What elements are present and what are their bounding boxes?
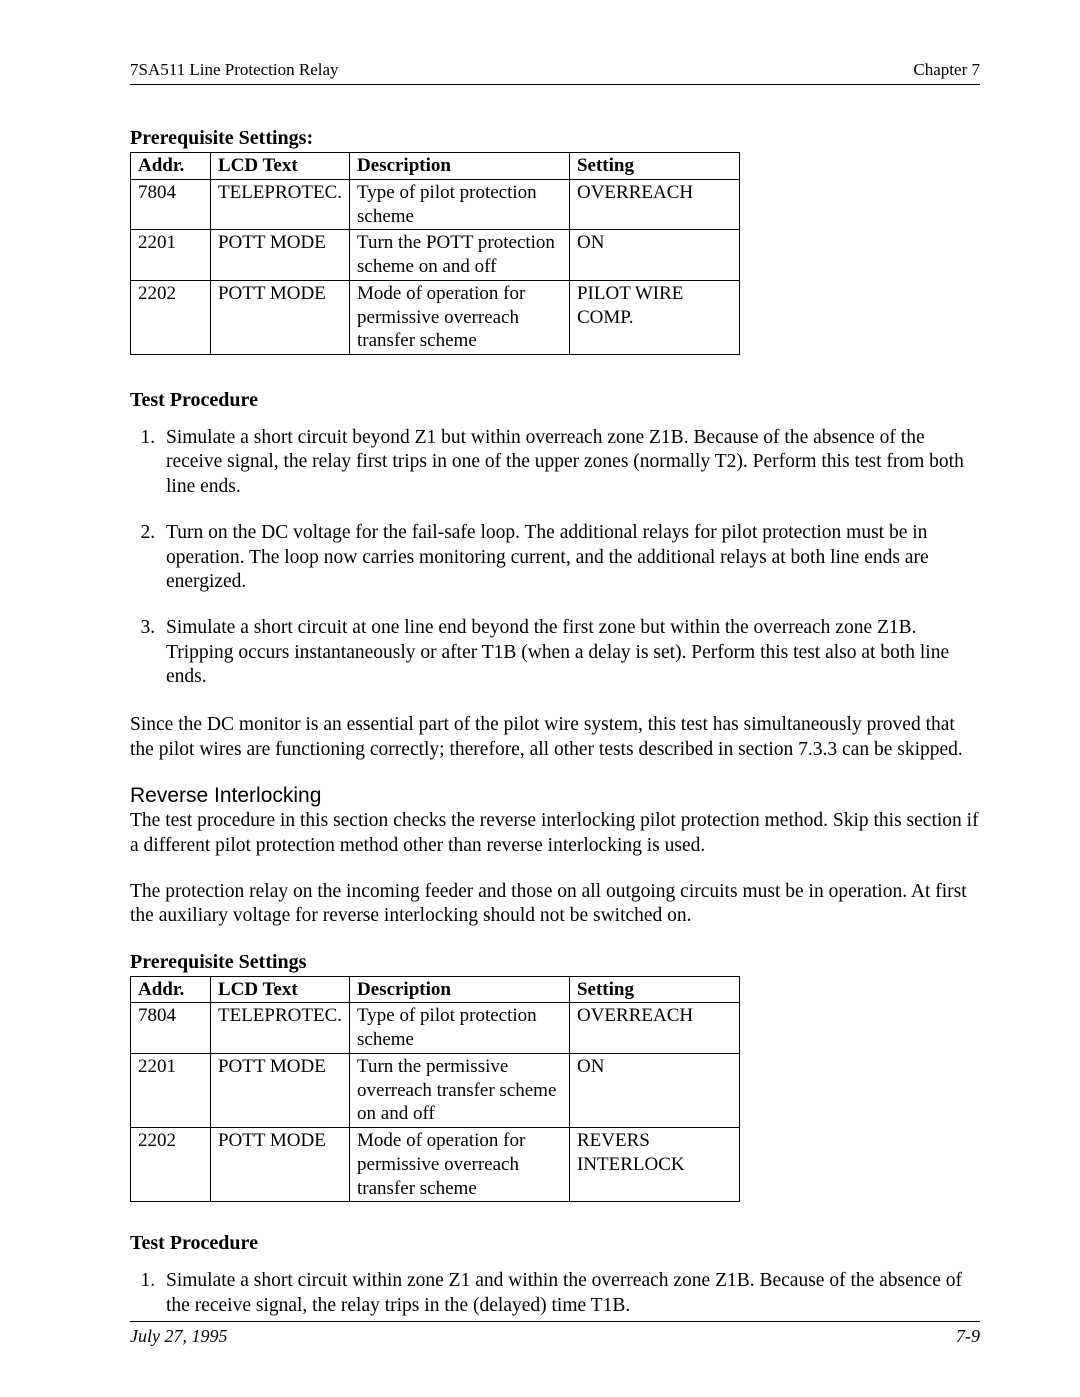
table-header-row: Addr. LCD Text Description Setting xyxy=(131,976,740,1003)
th-set: Setting xyxy=(569,976,739,1003)
cell-desc: Mode of operation for permissive overrea… xyxy=(350,280,570,354)
cell-desc: Mode of operation for permissive overrea… xyxy=(350,1128,570,1202)
footer-date: July 27, 1995 xyxy=(130,1326,227,1347)
cell-addr: 7804 xyxy=(131,1003,211,1054)
list-item: Simulate a short circuit beyond Z1 but w… xyxy=(160,426,980,499)
reverse-interlocking-heading: Reverse Interlocking xyxy=(130,784,980,808)
th-lcd: LCD Text xyxy=(210,976,349,1003)
footer-page-number: 7-9 xyxy=(956,1326,980,1347)
th-desc: Description xyxy=(350,976,570,1003)
prereq-settings-title-2: Prerequisite Settings xyxy=(130,951,980,974)
settings-table-1: Addr. LCD Text Description Setting 7804 … xyxy=(130,152,740,355)
cell-addr: 2201 xyxy=(131,1053,211,1127)
cell-set: ON xyxy=(569,230,739,281)
cell-set: OVERREACH xyxy=(569,1003,739,1054)
cell-addr: 2202 xyxy=(131,280,211,354)
cell-lcd: TELEPROTEC. xyxy=(210,179,349,230)
cell-desc: Turn the POTT protection scheme on and o… xyxy=(350,230,570,281)
table-row: 7804 TELEPROTEC. Type of pilot protectio… xyxy=(131,179,740,230)
cell-lcd: TELEPROTEC. xyxy=(210,1003,349,1054)
table-row: 2201 POTT MODE Turn the permissive overr… xyxy=(131,1053,740,1127)
th-lcd: LCD Text xyxy=(210,153,349,180)
table-header-row: Addr. LCD Text Description Setting xyxy=(131,153,740,180)
header-left: 7SA511 Line Protection Relay xyxy=(130,60,339,80)
cell-addr: 2202 xyxy=(131,1128,211,1202)
paragraph: The protection relay on the incoming fee… xyxy=(130,880,980,929)
cell-lcd: POTT MODE xyxy=(210,1128,349,1202)
settings-table-2: Addr. LCD Text Description Setting 7804 … xyxy=(130,976,740,1203)
cell-set: PILOT WIRE COMP. xyxy=(569,280,739,354)
paragraph: Since the DC monitor is an essential par… xyxy=(130,713,980,762)
cell-desc: Type of pilot protection scheme xyxy=(350,1003,570,1054)
test-procedure-heading-1: Test Procedure xyxy=(130,389,980,412)
cell-set: OVERREACH xyxy=(569,179,739,230)
cell-set: REVERS INTERLOCK xyxy=(569,1128,739,1202)
page-header: 7SA511 Line Protection Relay Chapter 7 xyxy=(130,60,980,85)
th-addr: Addr. xyxy=(131,153,211,180)
table-row: 2202 POTT MODE Mode of operation for per… xyxy=(131,1128,740,1202)
cell-lcd: POTT MODE xyxy=(210,280,349,354)
list-item: Turn on the DC voltage for the fail-safe… xyxy=(160,521,980,594)
list-item: Simulate a short circuit at one line end… xyxy=(160,616,980,689)
table-row: 2202 POTT MODE Mode of operation for per… xyxy=(131,280,740,354)
table-row: 7804 TELEPROTEC. Type of pilot protectio… xyxy=(131,1003,740,1054)
test-procedure-heading-2: Test Procedure xyxy=(130,1232,980,1255)
list-item: Simulate a short circuit within zone Z1 … xyxy=(160,1269,980,1318)
cell-lcd: POTT MODE xyxy=(210,1053,349,1127)
cell-addr: 7804 xyxy=(131,179,211,230)
cell-desc: Type of pilot protection scheme xyxy=(350,179,570,230)
cell-set: ON xyxy=(569,1053,739,1127)
cell-lcd: POTT MODE xyxy=(210,230,349,281)
page-content: 7SA511 Line Protection Relay Chapter 7 P… xyxy=(0,0,1080,1392)
table-row: 2201 POTT MODE Turn the POTT protection … xyxy=(131,230,740,281)
th-desc: Description xyxy=(350,153,570,180)
header-right: Chapter 7 xyxy=(913,60,980,80)
cell-addr: 2201 xyxy=(131,230,211,281)
procedure-list-2: Simulate a short circuit within zone Z1 … xyxy=(130,1269,980,1318)
procedure-list-1: Simulate a short circuit beyond Z1 but w… xyxy=(130,426,980,689)
page-footer: July 27, 1995 7-9 xyxy=(130,1321,980,1347)
paragraph: The test procedure in this section check… xyxy=(130,809,980,858)
th-addr: Addr. xyxy=(131,976,211,1003)
cell-desc: Turn the permissive overreach transfer s… xyxy=(350,1053,570,1127)
prereq-settings-title-1: Prerequisite Settings: xyxy=(130,127,980,150)
th-set: Setting xyxy=(569,153,739,180)
